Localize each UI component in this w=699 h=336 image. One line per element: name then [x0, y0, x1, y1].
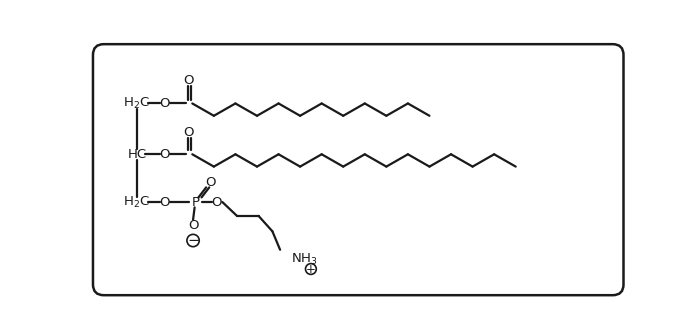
Text: O: O	[183, 74, 194, 87]
Text: O: O	[183, 126, 194, 139]
Text: O: O	[212, 196, 222, 209]
Text: O: O	[205, 175, 215, 188]
Text: O: O	[159, 196, 170, 209]
Text: O: O	[188, 219, 199, 233]
Text: O: O	[159, 97, 170, 110]
Text: P: P	[192, 196, 199, 209]
Text: HC: HC	[127, 148, 146, 161]
Text: H$_2$C: H$_2$C	[124, 195, 150, 210]
Text: −: −	[187, 233, 199, 248]
Text: +: +	[306, 262, 316, 276]
Text: H$_2$C: H$_2$C	[124, 96, 150, 111]
Text: NH$_3$: NH$_3$	[291, 251, 317, 266]
Text: O: O	[159, 148, 170, 161]
